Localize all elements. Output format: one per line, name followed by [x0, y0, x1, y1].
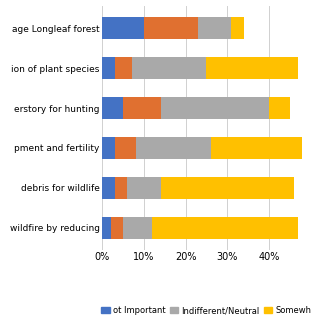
Bar: [132, 57, 206, 79]
Bar: [136, 137, 211, 159]
Bar: [102, 177, 115, 199]
Bar: [206, 57, 298, 79]
Bar: [127, 177, 161, 199]
Bar: [102, 57, 115, 79]
Legend: ot Important, Indifferent/Neutral, Somewh: ot Important, Indifferent/Neutral, Somew…: [98, 303, 315, 318]
Bar: [102, 217, 111, 238]
Bar: [115, 177, 127, 199]
Bar: [102, 137, 115, 159]
Bar: [115, 57, 132, 79]
Bar: [123, 217, 152, 238]
Bar: [111, 217, 123, 238]
Bar: [161, 177, 294, 199]
Bar: [123, 97, 161, 119]
Bar: [198, 18, 231, 39]
Bar: [115, 137, 136, 159]
Bar: [152, 217, 298, 238]
Bar: [102, 97, 123, 119]
Bar: [211, 137, 302, 159]
Bar: [161, 97, 269, 119]
Bar: [231, 18, 244, 39]
Bar: [144, 18, 198, 39]
Bar: [269, 97, 290, 119]
Bar: [102, 18, 144, 39]
